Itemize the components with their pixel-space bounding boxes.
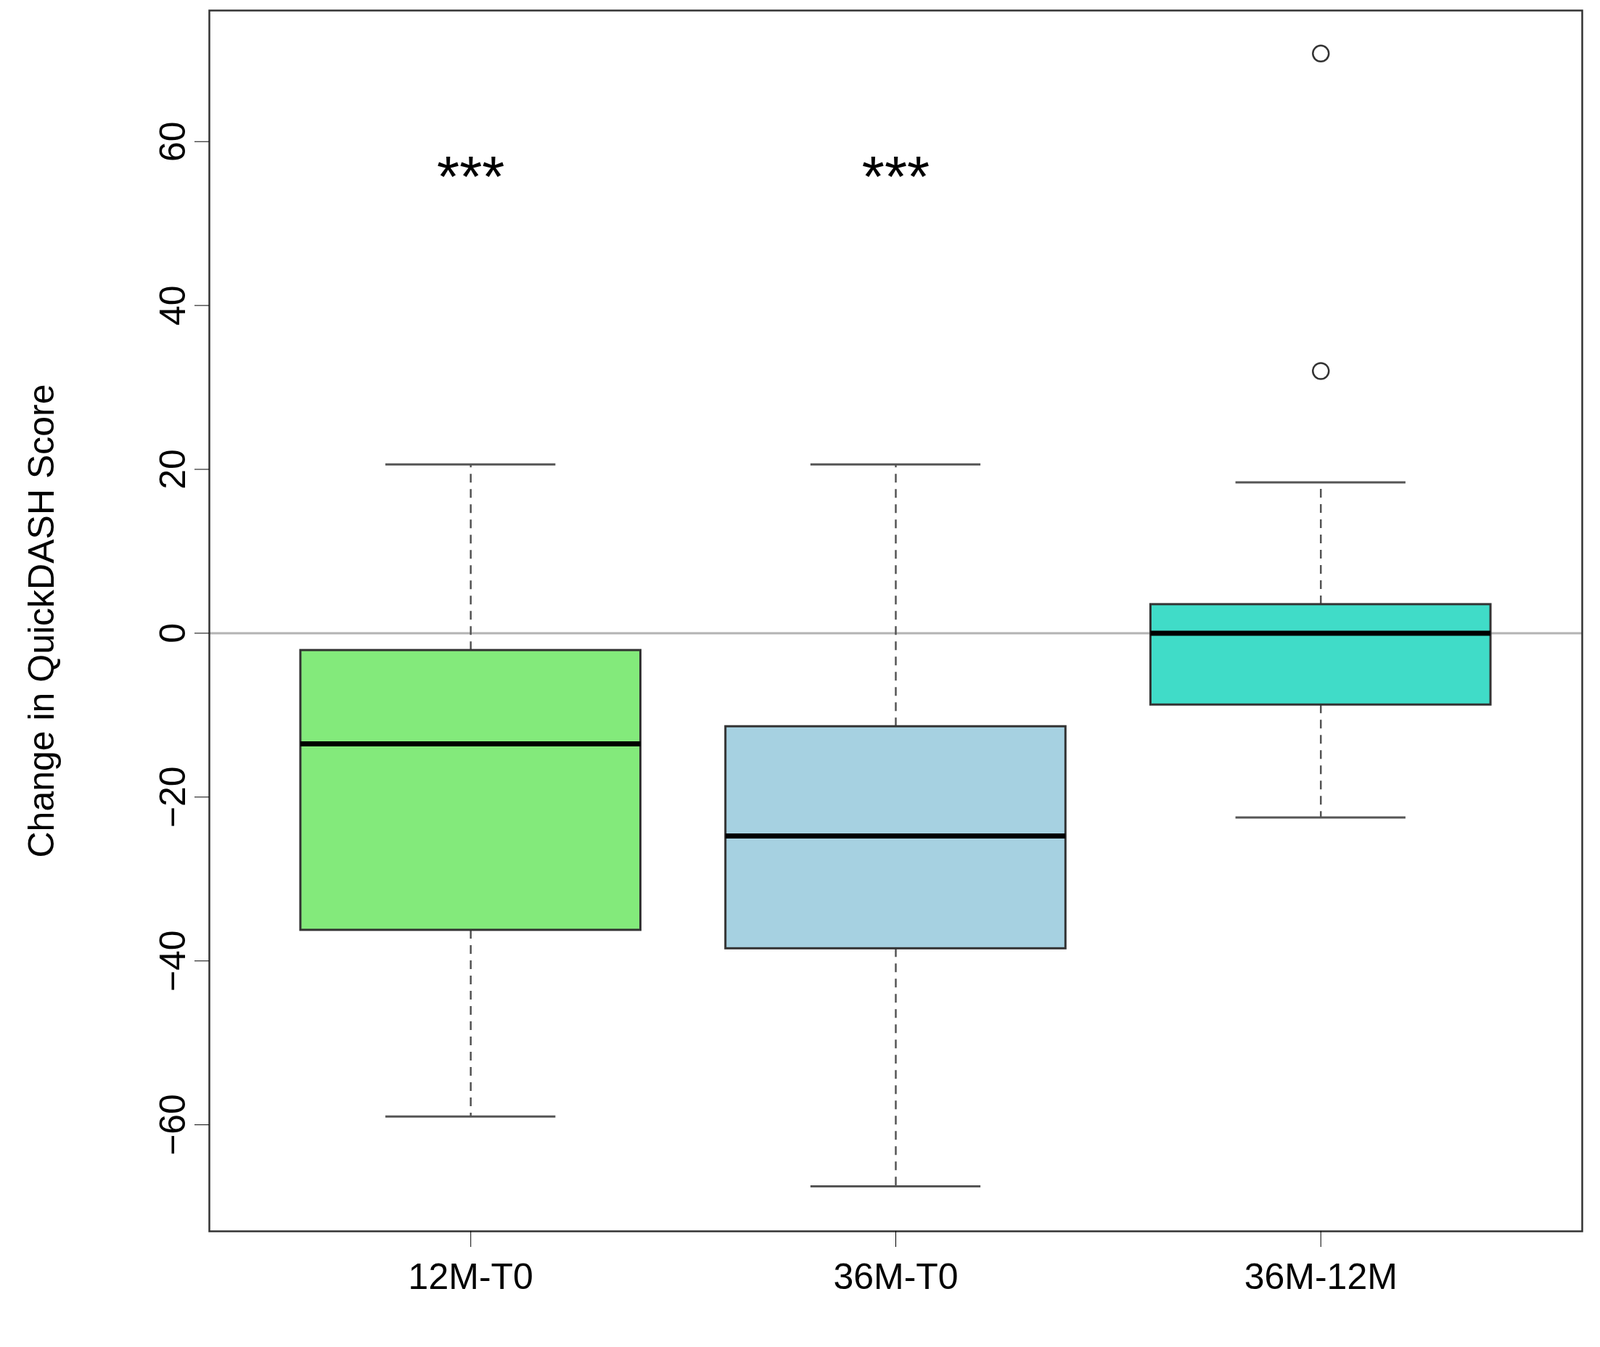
svg-text:Change in QuickDASH Score: Change in QuickDASH Score bbox=[21, 383, 62, 858]
svg-text:60: 60 bbox=[152, 121, 194, 162]
svg-text:0: 0 bbox=[152, 623, 194, 644]
svg-text:−20: −20 bbox=[152, 766, 194, 828]
svg-text:40: 40 bbox=[152, 285, 194, 326]
svg-text:***: *** bbox=[436, 144, 505, 209]
svg-text:−60: −60 bbox=[152, 1094, 194, 1156]
svg-text:***: *** bbox=[862, 144, 930, 209]
svg-text:−40: −40 bbox=[152, 930, 194, 992]
svg-text:20: 20 bbox=[152, 449, 194, 490]
svg-text:36M-T0: 36M-T0 bbox=[833, 1256, 958, 1298]
svg-text:36M-12M: 36M-12M bbox=[1244, 1256, 1398, 1298]
svg-text:12M-T0: 12M-T0 bbox=[408, 1256, 534, 1298]
